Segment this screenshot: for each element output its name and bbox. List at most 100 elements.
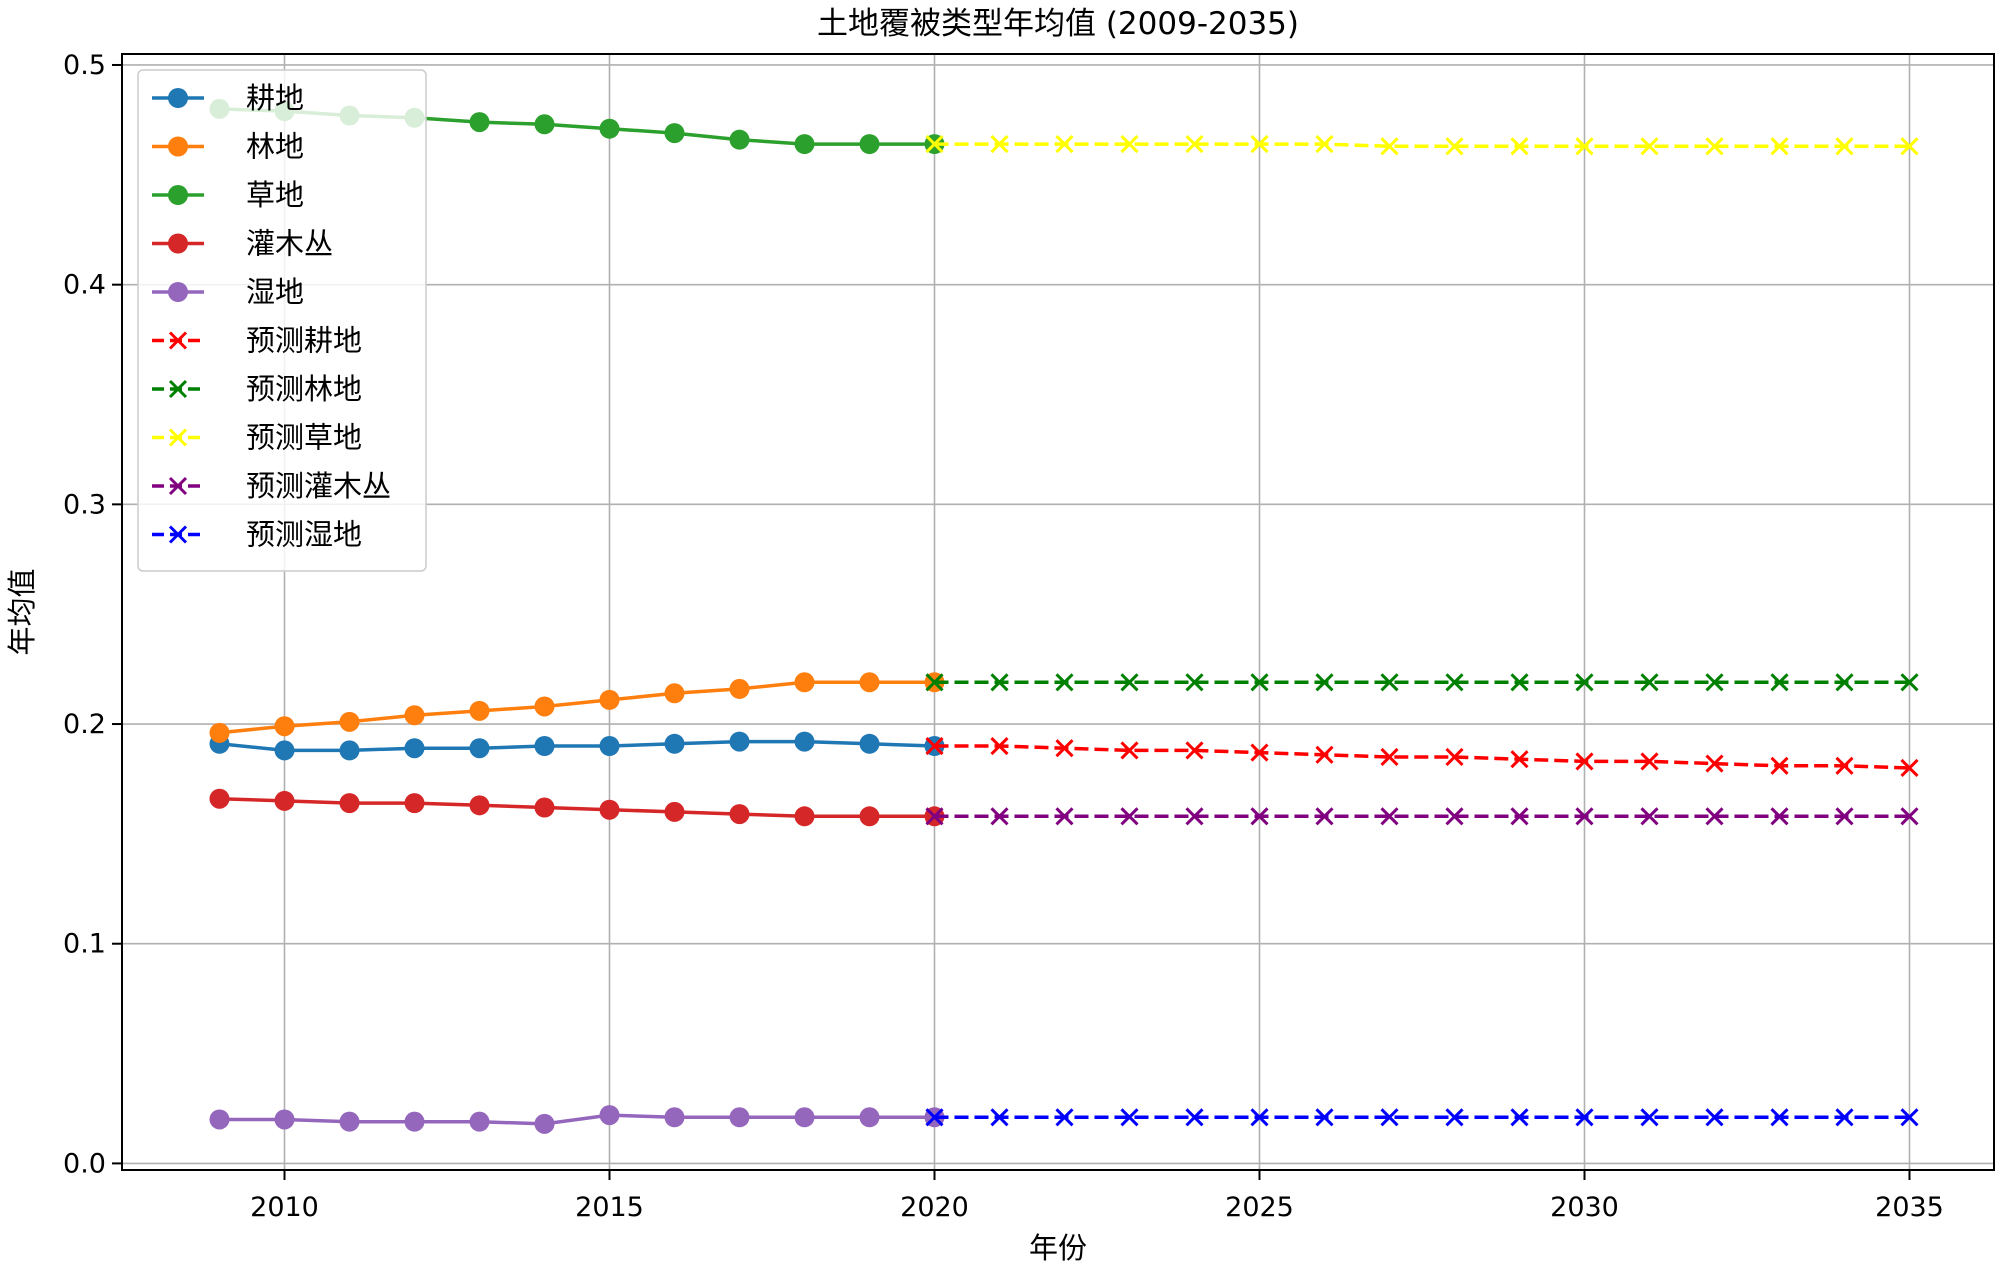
legend-label: 预测湿地 (246, 518, 362, 552)
data-point (990, 135, 1009, 154)
data-point (1705, 137, 1724, 156)
data-point (1055, 673, 1074, 692)
legend-marker (168, 136, 188, 157)
data-point (1770, 1108, 1789, 1127)
data-point (469, 738, 490, 759)
y-tick-label: 0.3 (63, 489, 106, 520)
x-marker-stroke (1380, 807, 1399, 826)
data-point (404, 738, 425, 759)
data-point (1835, 137, 1854, 156)
legend-marker (168, 282, 188, 302)
x-marker-stroke (1900, 1108, 1919, 1127)
x-marker-stroke (1185, 741, 1204, 760)
data-point (1120, 135, 1139, 154)
data-point (1705, 754, 1724, 773)
data-point (1380, 1108, 1399, 1127)
series-8 (925, 135, 1919, 156)
y-tick-label: 0.4 (63, 270, 106, 301)
x-marker-stroke (168, 428, 188, 447)
data-point (1640, 137, 1659, 156)
data-point (1640, 1108, 1659, 1127)
x-marker-stroke (1185, 1108, 1204, 1127)
data-point (339, 1111, 360, 1132)
x-axis-label: 年份 (1029, 1231, 1087, 1265)
legend-marker (168, 331, 188, 350)
x-tick-label: 2025 (1225, 1192, 1294, 1223)
chart-title: 土地覆被类型年均值 (2009-2035) (817, 6, 1299, 42)
ticks-layer: 2010 2015 2020 2025 2030 2035 0.0 0.1 0.2 0.3 0.4 0… (63, 50, 1944, 1223)
data-point (664, 733, 685, 754)
data-point (1835, 756, 1854, 775)
x-marker-stroke (1510, 750, 1529, 769)
data-point (339, 793, 360, 814)
data-point (1250, 1108, 1269, 1127)
y-tick-label: 0.1 (63, 929, 106, 960)
legend-marker (168, 379, 188, 399)
data-point (664, 123, 685, 144)
data-point (1900, 807, 1919, 826)
data-point (534, 797, 555, 818)
legend-entry: 预测湿地 (152, 518, 362, 552)
x-marker-stroke (1315, 745, 1334, 764)
x-tick-label: 2010 (250, 1192, 319, 1223)
data-point (1510, 807, 1529, 826)
data-point (859, 134, 880, 155)
data-point (534, 696, 555, 717)
x-marker-stroke (1315, 1108, 1334, 1127)
data-point (339, 740, 360, 761)
x-marker-stroke (1835, 1108, 1854, 1127)
legend-entry: 湿地 (152, 275, 304, 309)
x-marker-stroke (990, 673, 1009, 692)
data-point (859, 733, 880, 754)
x-marker-stroke (1835, 756, 1854, 775)
data-point (1055, 807, 1074, 826)
data-point (990, 673, 1009, 692)
x-marker-stroke (1120, 673, 1139, 692)
series-line (219, 680, 935, 735)
legend-entry: 预测林地 (152, 372, 362, 406)
x-marker-stroke (1510, 137, 1529, 156)
data-point (469, 112, 490, 133)
data-point (1250, 135, 1269, 154)
data-point (599, 736, 620, 757)
series-line (934, 744, 1910, 770)
x-tick-label: 2030 (1550, 1192, 1619, 1223)
x-marker-stroke (1120, 1108, 1139, 1127)
data-point (1900, 1108, 1919, 1127)
x-marker-stroke (1770, 137, 1789, 156)
data-point (794, 731, 815, 752)
x-marker-stroke (925, 673, 944, 692)
data-point (794, 1107, 815, 1128)
legend-entry: 耕地 (152, 81, 304, 115)
data-point (1315, 1108, 1334, 1127)
x-marker-stroke (1055, 739, 1074, 758)
data-point (1575, 137, 1594, 156)
x-marker-stroke (1120, 135, 1139, 154)
y-axis-label: 年均值 (5, 568, 39, 655)
data-point (1445, 807, 1464, 826)
data-point (1185, 673, 1204, 692)
x-marker-stroke (1380, 673, 1399, 692)
data-point (1770, 137, 1789, 156)
x-marker-stroke (1445, 673, 1464, 692)
data-point (1575, 752, 1594, 771)
legend-label: 灌木丛 (246, 227, 333, 261)
x-tick-label: 2015 (575, 1192, 644, 1223)
data-point (1445, 137, 1464, 156)
data-point (599, 1105, 620, 1126)
series-9 (925, 807, 1919, 826)
data-point (925, 1108, 944, 1127)
data-point (1055, 739, 1074, 758)
x-marker-stroke (1055, 1108, 1074, 1127)
legend-label: 预测草地 (246, 421, 362, 455)
data-point (599, 799, 620, 820)
data-point (1770, 807, 1789, 826)
data-point (1445, 1108, 1464, 1127)
data-point (794, 672, 815, 693)
x-marker-stroke (1510, 807, 1529, 826)
x-marker-stroke (990, 736, 1009, 756)
data-point (990, 807, 1009, 826)
x-marker-stroke (1380, 137, 1399, 156)
legend-entry: 预测耕地 (152, 324, 362, 358)
x-marker-stroke (1120, 807, 1139, 826)
